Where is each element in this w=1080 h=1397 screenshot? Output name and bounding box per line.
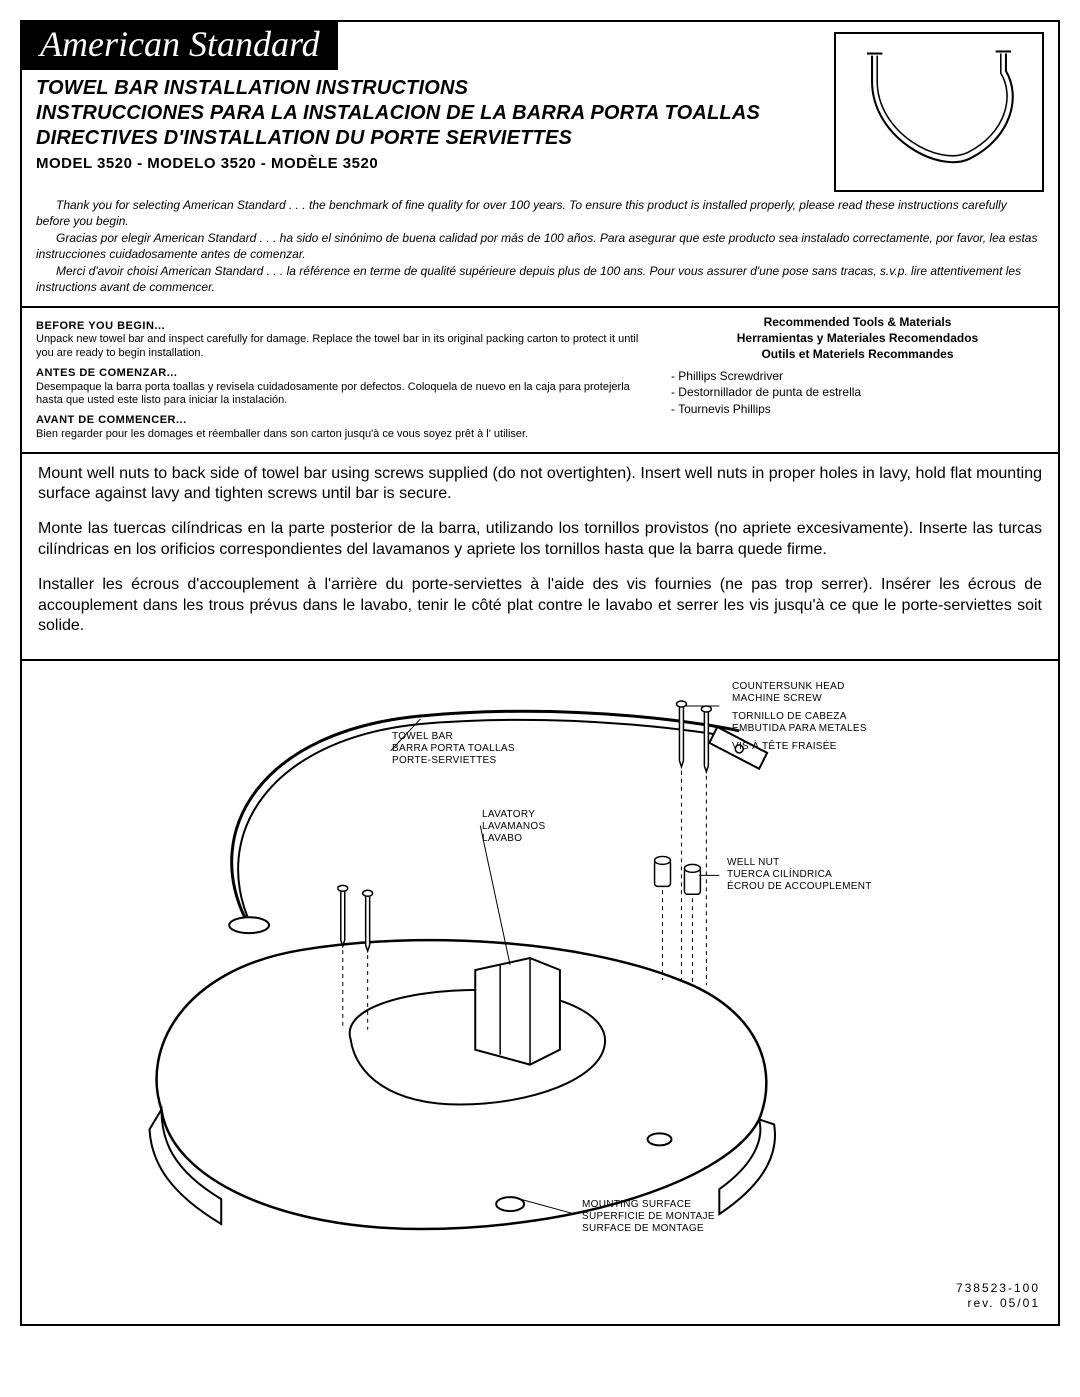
callout-mounting: MOUNTING SURFACE SUPERFICIE DE MONTAJE S… [582,1199,715,1235]
title-en: TOWEL BAR INSTALLATION INSTRUCTIONS [36,76,820,101]
brand-logo: American Standard [22,22,338,70]
label: PORTE-SERVIETTES [392,755,515,767]
label: LAVABO [482,833,545,845]
tools-head-en: Recommended Tools & Materials [671,314,1044,330]
tools-head-fr: Outils et Materiels Recommandes [671,346,1044,362]
tools-list: - Phillips Screwdriver - Destornillador … [671,368,1044,417]
before-en-head: BEFORE YOU BEGIN... [36,320,643,334]
label: SURFACE DE MONTAGE [582,1223,715,1235]
label: COUNTERSUNK HEAD [732,681,867,693]
towel-bar-icon [836,35,1042,190]
tool-item: - Destornillador de punta de estrella [671,384,1044,400]
label: TORNILLO DE CABEZA [732,711,867,723]
before-column: BEFORE YOU BEGIN... Unpack new towel bar… [36,314,643,444]
intro-fr: Merci d'avoir choisi American Standard .… [36,264,1044,295]
before-tools-row: BEFORE YOU BEGIN... Unpack new towel bar… [22,308,1058,454]
product-illustration [834,32,1044,192]
header-row: TOWEL BAR INSTALLATION INSTRUCTIONS INST… [22,70,1058,192]
instructions-es: Monte las tuercas cilíndricas en la part… [38,519,1042,561]
assembly-diagram: TOWEL BAR BARRA PORTA TOALLAS PORTE-SERV… [22,659,1058,1279]
tools-head-es: Herramientas y Materiales Recomendados [671,330,1044,346]
before-fr-head: AVANT DE COMMENCER... [36,414,643,428]
label: MACHINE SCREW [732,693,867,705]
callout-lavatory: LAVATORY LAVAMANOS LAVABO [482,809,545,845]
tools-column: Recommended Tools & Materials Herramient… [661,314,1044,444]
title-fr: DIRECTIVES D'INSTALLATION DU PORTE SERVI… [36,126,820,151]
tool-item: - Phillips Screwdriver [671,368,1044,384]
callout-wellnut: WELL NUT TUERCA CILÍNDRICA ÉCROU DE ACCO… [727,857,872,893]
callout-towel-bar: TOWEL BAR BARRA PORTA TOALLAS PORTE-SERV… [392,731,515,767]
revision: rev. 05/01 [22,1296,1040,1310]
model-line: MODEL 3520 - MODELO 3520 - MODÈLE 3520 [36,155,820,172]
label: VIS À TÊTE FRAISÉE [732,741,867,753]
before-en-text: Unpack new towel bar and inspect careful… [36,333,643,361]
before-es-text: Desempaque la barra porta toallas y revi… [36,381,643,409]
footer: 738523-100 rev. 05/01 [22,1279,1058,1314]
label: TOWEL BAR [392,731,515,743]
intro-block: Thank you for selecting American Standar… [22,192,1058,306]
before-fr-text: Bien regarder pour les domages et réemba… [36,428,643,442]
title-es: INSTRUCCIONES PARA LA INSTALACION DE LA … [36,101,820,126]
label: LAVAMANOS [482,821,545,833]
tool-item: - Tournevis Phillips [671,401,1044,417]
intro-en: Thank you for selecting American Standar… [36,198,1044,229]
label: MOUNTING SURFACE [582,1199,715,1211]
label: LAVATORY [482,809,545,821]
label: TUERCA CILÍNDRICA [727,869,872,881]
instructions-fr: Installer les écrous d'accouplement à l'… [38,575,1042,637]
instructions-en: Mount well nuts to back side of towel ba… [38,464,1042,506]
page-frame: American Standard TOWEL BAR INSTALLATION… [20,20,1060,1326]
label: SUPERFICIE DE MONTAJE [582,1211,715,1223]
instructions-block: Mount well nuts to back side of towel ba… [22,454,1058,660]
label: WELL NUT [727,857,872,869]
label: BARRA PORTA TOALLAS [392,743,515,755]
part-number: 738523-100 [22,1281,1040,1295]
diagram-svg [22,661,1058,1279]
intro-es: Gracias por elegir American Standard . .… [36,231,1044,262]
callout-screw: COUNTERSUNK HEAD MACHINE SCREW TORNILLO … [732,681,867,753]
label: ÉCROU DE ACCOUPLEMENT [727,881,872,893]
label: EMBUTIDA PARA METALES [732,723,867,735]
title-block: TOWEL BAR INSTALLATION INSTRUCTIONS INST… [36,76,820,172]
before-es-head: ANTES DE COMENZAR... [36,367,643,381]
